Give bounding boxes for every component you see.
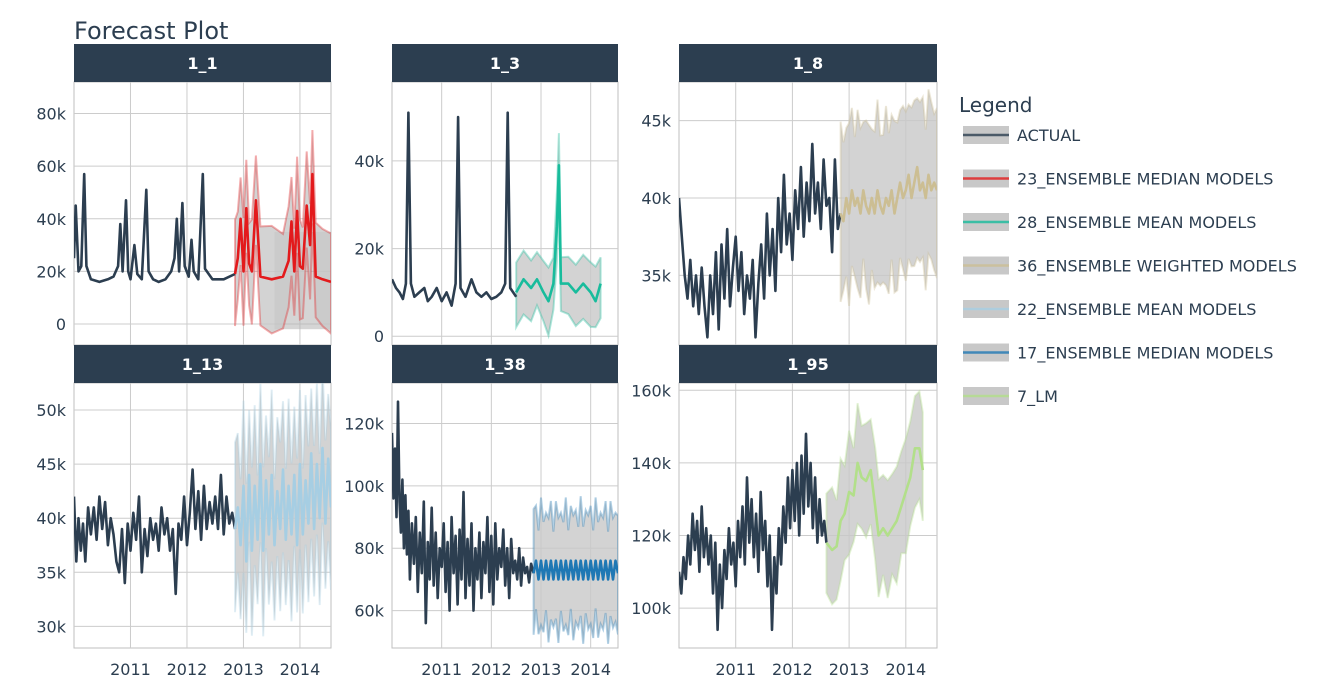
y-tick-label: 45k — [641, 112, 671, 131]
y-tick-label: 0 — [374, 327, 384, 346]
x-tick-label: 2014 — [885, 660, 926, 679]
panel-series — [679, 89, 937, 339]
forecast-line — [532, 559, 618, 581]
facet-panel-1_3: 0 20k 40k 1_3 — [354, 44, 619, 346]
forecast-line — [839, 165, 937, 223]
facet-panels: 0 20k 40k 60k 80k 1_1 0 20k 40k 1_3 35k 40k 45k 1_8 30… — [36, 44, 938, 679]
y-tick-label: 60k — [354, 602, 384, 621]
facet-panel-1_95: 100k 120k 140k 160k 2011 2012 2013 2014 1_95 — [631, 345, 938, 679]
x-tick-label: 2012 — [167, 660, 208, 679]
actual-line — [679, 432, 828, 632]
forecast-line — [515, 164, 602, 303]
x-tick-label: 2011 — [715, 660, 756, 679]
forecast-confidence-band — [234, 129, 331, 335]
forecast-confidence-band — [839, 89, 937, 306]
x-tick-label: 2013 — [521, 660, 562, 679]
panel-series — [74, 129, 331, 335]
facet-strip — [392, 44, 618, 82]
facet-panel-1_1: 0 20k 40k 60k 80k 1_1 — [36, 44, 332, 346]
y-tick-label: 80k — [354, 539, 384, 558]
x-tick-label: 2011 — [110, 660, 151, 679]
legend-item: 22_ENSEMBLE MEAN MODELS — [963, 300, 1256, 320]
chart-title: Forecast Plot — [74, 17, 228, 45]
legend: Legend ACTUAL 23_ENSEMBLE MEDIAN MODELS 28… — [959, 93, 1297, 407]
x-tick-label: 2012 — [471, 660, 512, 679]
panel-series — [74, 383, 331, 637]
forecast-line — [233, 172, 331, 284]
x-tick-label: 2013 — [829, 660, 870, 679]
legend-item: 28_ENSEMBLE MEAN MODELS — [963, 213, 1256, 233]
x-tick-label: 2014 — [280, 660, 321, 679]
legend-label: 7_LM — [1017, 387, 1058, 407]
facet-panel-1_8: 35k 40k 45k 1_8 — [641, 44, 938, 346]
facet-strip — [74, 345, 331, 383]
actual-line — [392, 400, 535, 625]
legend-item: 36_ENSEMBLE WEIGHTED MODELS — [963, 256, 1297, 277]
facet-strip — [679, 44, 937, 82]
facet-strip-label: 1_3 — [490, 54, 520, 73]
legend-item: 17_ENSEMBLE MEDIAN MODELS — [963, 343, 1273, 364]
facet-strip — [74, 44, 331, 82]
actual-line — [74, 172, 236, 284]
legend-item: 23_ENSEMBLE MEDIAN MODELS — [963, 169, 1273, 190]
y-tick-label: 100k — [631, 599, 672, 618]
legend-item: ACTUAL — [963, 126, 1080, 145]
legend-item: 7_LM — [963, 387, 1058, 407]
legend-label: 28_ENSEMBLE MEAN MODELS — [1017, 213, 1256, 233]
facet-strip — [679, 345, 937, 383]
forecast-confidence-band — [515, 133, 602, 340]
legend-label: 23_ENSEMBLE MEDIAN MODELS — [1017, 170, 1273, 190]
actual-line — [679, 142, 842, 339]
y-tick-label: 20k — [36, 262, 66, 281]
y-tick-label: 40k — [36, 509, 66, 528]
y-tick-label: 40k — [641, 189, 671, 208]
y-tick-label: 40k — [354, 152, 384, 171]
y-tick-label: 140k — [631, 454, 672, 473]
y-tick-label: 40k — [36, 210, 66, 229]
forecast-line — [233, 446, 331, 563]
forecast-confidence-band — [234, 383, 331, 637]
x-tick-label: 2014 — [570, 660, 611, 679]
facet-strip-label: 1_8 — [793, 54, 823, 73]
y-tick-label: 0 — [56, 315, 66, 334]
y-tick-label: 20k — [354, 240, 384, 259]
y-tick-label: 80k — [36, 105, 66, 124]
y-tick-label: 50k — [36, 401, 66, 420]
facet-strip-label: 1_13 — [182, 355, 223, 374]
x-tick-label: 2012 — [772, 660, 813, 679]
legend-label: 17_ENSEMBLE MEDIAN MODELS — [1017, 344, 1273, 364]
legend-label: ACTUAL — [1017, 126, 1080, 145]
legend-title: Legend — [959, 93, 1032, 117]
y-tick-label: 35k — [641, 266, 671, 285]
facet-strip-label: 1_1 — [187, 54, 217, 73]
y-tick-label: 120k — [631, 526, 672, 545]
y-tick-label: 35k — [36, 563, 66, 582]
y-tick-label: 160k — [631, 381, 672, 400]
facet-panel-1_38: 60k 80k 100k 120k 2011 2012 2013 2014 1_38 — [344, 345, 619, 679]
x-tick-label: 2011 — [421, 660, 462, 679]
y-tick-label: 120k — [344, 415, 385, 434]
legend-label: 36_ENSEMBLE WEIGHTED MODELS — [1017, 257, 1297, 277]
panel-series — [392, 111, 602, 340]
facet-strip — [392, 345, 618, 383]
legend-label: 22_ENSEMBLE MEAN MODELS — [1017, 300, 1256, 320]
facet-strip-label: 1_38 — [484, 355, 525, 374]
panel-series — [679, 389, 925, 632]
facet-panel-1_13: 30k 35k 40k 45k 50k 2011 2012 2013 2014 1_13 — [36, 345, 332, 679]
panel-series — [392, 400, 618, 644]
y-tick-label: 30k — [36, 617, 66, 636]
x-tick-label: 2013 — [223, 660, 264, 679]
actual-line — [392, 111, 518, 307]
facet-strip-label: 1_95 — [787, 355, 828, 374]
y-tick-label: 45k — [36, 455, 66, 474]
y-tick-label: 100k — [344, 477, 385, 496]
forecast-line — [825, 446, 925, 552]
y-tick-label: 60k — [36, 157, 66, 176]
actual-line — [74, 468, 237, 596]
